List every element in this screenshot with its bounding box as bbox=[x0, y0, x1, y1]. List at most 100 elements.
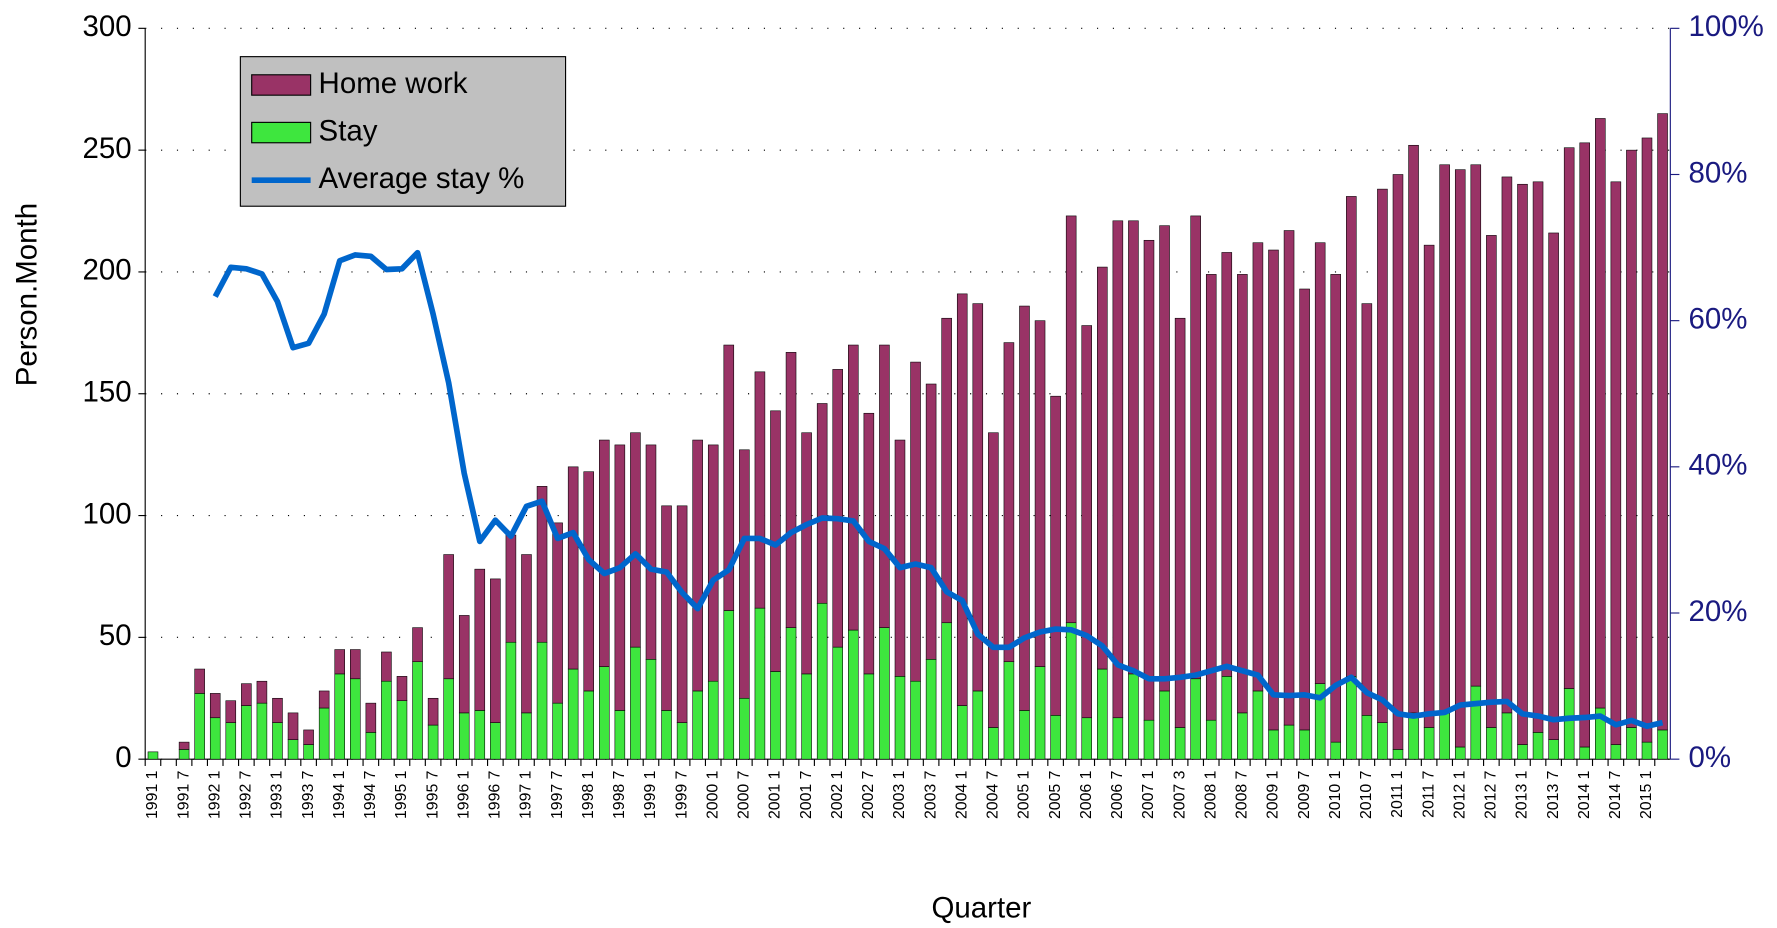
bar bbox=[1346, 196, 1357, 677]
bar bbox=[1003, 342, 1015, 663]
bar bbox=[1454, 746, 1466, 760]
bar bbox=[692, 690, 703, 760]
bar bbox=[1283, 230, 1295, 726]
x-tick-label: 1995 1 bbox=[393, 770, 410, 819]
x-tick-label: 2007 3 bbox=[1171, 770, 1188, 819]
bar bbox=[225, 722, 237, 760]
bar bbox=[1408, 712, 1419, 760]
x-tick-label: 2004 7 bbox=[985, 770, 1002, 819]
bar bbox=[1237, 712, 1248, 760]
y2-tick-label: 100% bbox=[1688, 10, 1763, 43]
bar bbox=[1065, 622, 1077, 760]
bar bbox=[1034, 666, 1046, 760]
bar bbox=[1579, 142, 1591, 748]
bar bbox=[739, 697, 750, 760]
legend-swatch bbox=[251, 74, 312, 96]
bar bbox=[1283, 724, 1295, 760]
bar bbox=[350, 678, 361, 760]
x-tick-label: 2011 1 bbox=[1389, 770, 1406, 818]
bar bbox=[1563, 147, 1575, 689]
bar bbox=[614, 444, 626, 711]
bar bbox=[241, 705, 252, 760]
bar bbox=[443, 678, 454, 760]
bar bbox=[739, 449, 750, 699]
bar bbox=[599, 666, 610, 760]
bar bbox=[1532, 732, 1544, 760]
bar bbox=[443, 554, 454, 680]
bar bbox=[505, 534, 517, 643]
x-tick-label: 2005 7 bbox=[1047, 770, 1064, 819]
bar bbox=[1501, 176, 1513, 714]
bar bbox=[381, 651, 392, 682]
bar bbox=[1143, 239, 1155, 721]
bar bbox=[1190, 215, 1201, 680]
bar bbox=[1050, 715, 1061, 760]
bar bbox=[272, 722, 283, 760]
x-tick-label: 1998 1 bbox=[580, 770, 597, 819]
x-tick-label: 2014 7 bbox=[1607, 770, 1624, 819]
x-tick-label: 2002 7 bbox=[860, 770, 877, 819]
x-tick-label: 2008 1 bbox=[1202, 770, 1219, 819]
bar bbox=[707, 444, 719, 682]
bar bbox=[692, 439, 703, 692]
x-tick-label: 1999 7 bbox=[673, 770, 690, 819]
bar bbox=[816, 602, 828, 760]
bar bbox=[536, 641, 548, 760]
bar bbox=[287, 739, 299, 760]
bar bbox=[1626, 149, 1637, 728]
bar bbox=[1003, 661, 1015, 760]
bar bbox=[1065, 215, 1077, 624]
bar bbox=[707, 680, 719, 760]
bar bbox=[1112, 220, 1124, 719]
bar bbox=[209, 693, 221, 719]
x-tick-label: 2001 7 bbox=[798, 770, 815, 819]
bar bbox=[1097, 668, 1108, 760]
legend-label: Average stay % bbox=[319, 162, 525, 195]
bar bbox=[209, 717, 221, 760]
bar bbox=[490, 722, 501, 760]
bar bbox=[925, 659, 937, 760]
line bbox=[212, 249, 1664, 730]
bar bbox=[956, 293, 968, 706]
bar bbox=[1470, 685, 1482, 760]
bar bbox=[1299, 729, 1310, 760]
bar bbox=[178, 741, 190, 750]
x-tick-label: 2007 1 bbox=[1140, 770, 1157, 819]
x-tick-label: 1994 7 bbox=[362, 770, 379, 819]
bar bbox=[303, 729, 314, 745]
bar bbox=[287, 712, 299, 740]
y-tick-label: 250 bbox=[82, 132, 131, 165]
bar bbox=[412, 661, 423, 760]
bar bbox=[1205, 274, 1217, 721]
x-tick-label: 2009 1 bbox=[1265, 770, 1282, 819]
x-tick-label: 2010 1 bbox=[1327, 770, 1344, 819]
bar bbox=[365, 702, 377, 733]
bar bbox=[941, 317, 952, 624]
bar bbox=[972, 690, 984, 760]
y-tick-label: 300 bbox=[82, 10, 131, 43]
bar bbox=[427, 724, 439, 760]
bar bbox=[1159, 225, 1170, 692]
bar bbox=[1563, 688, 1575, 760]
bar bbox=[1174, 317, 1186, 728]
bar bbox=[1019, 305, 1030, 711]
bar bbox=[536, 486, 548, 643]
bar bbox=[1034, 320, 1046, 667]
x-tick-label: 1995 7 bbox=[424, 770, 441, 819]
bar bbox=[396, 676, 408, 701]
bar bbox=[412, 627, 423, 663]
bar bbox=[521, 554, 532, 714]
bar bbox=[1470, 164, 1482, 687]
x-tick-label: 1991 1 bbox=[144, 770, 161, 819]
y-axis-label: Person.Month bbox=[10, 203, 43, 386]
bar bbox=[427, 697, 439, 726]
y2-tick-label: 60% bbox=[1688, 302, 1747, 335]
bar bbox=[1377, 722, 1388, 760]
bar bbox=[1299, 288, 1310, 731]
bar bbox=[645, 659, 657, 760]
bar bbox=[1237, 274, 1248, 714]
x-tick-label: 1999 1 bbox=[642, 770, 659, 819]
x-tick-label: 2009 7 bbox=[1296, 770, 1313, 819]
bar bbox=[661, 710, 672, 760]
